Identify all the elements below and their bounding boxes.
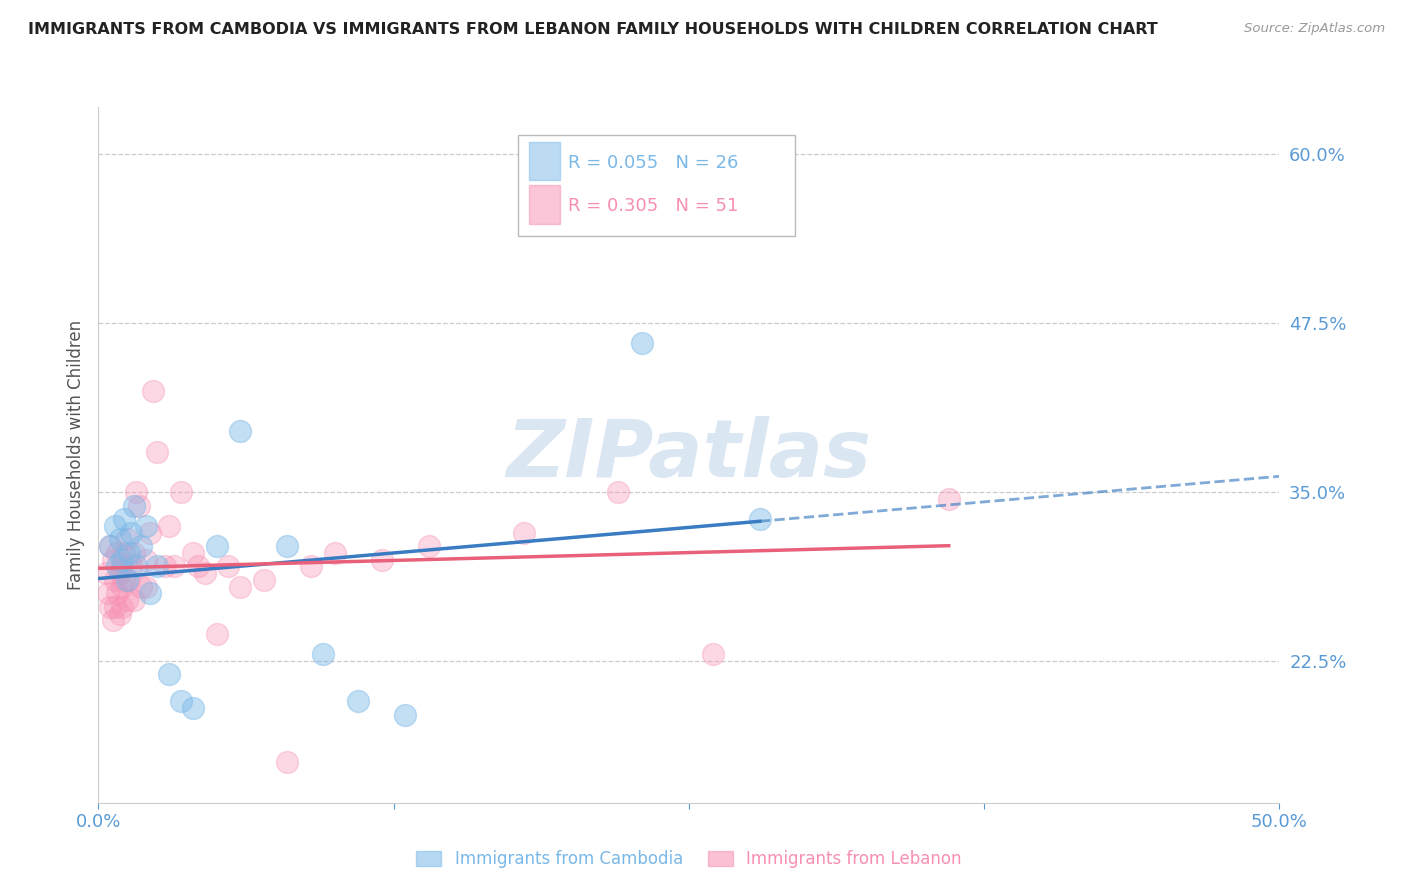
Point [125, 559, 148, 574]
Point [112, 573, 135, 587]
Point [276, 539, 298, 553]
Point [146, 444, 169, 458]
Point [112, 546, 135, 560]
Point [122, 593, 145, 607]
Point [181, 701, 204, 715]
Point [229, 580, 252, 594]
Point [105, 586, 128, 600]
Point [139, 586, 162, 600]
Point [121, 525, 143, 540]
Text: R = 0.305   N = 51: R = 0.305 N = 51 [568, 197, 738, 215]
Point [157, 667, 180, 681]
Point [111, 559, 134, 574]
Point [170, 485, 193, 500]
Point [108, 607, 131, 621]
Point [253, 573, 276, 587]
Point [111, 580, 134, 594]
Point [135, 519, 157, 533]
Point [187, 559, 209, 574]
Point [115, 533, 138, 547]
Point [128, 499, 150, 513]
Point [121, 559, 143, 574]
Point [347, 694, 370, 708]
Point [129, 580, 152, 594]
Point [135, 552, 157, 566]
Point [98, 599, 121, 614]
Text: R = 0.055   N = 26: R = 0.055 N = 26 [568, 154, 738, 172]
Point [229, 424, 252, 438]
Point [105, 546, 128, 560]
Point [748, 512, 770, 526]
Point [108, 533, 131, 547]
Point [139, 525, 162, 540]
Point [170, 694, 193, 708]
Point [163, 559, 186, 574]
Point [118, 573, 141, 587]
Point [104, 519, 127, 533]
Point [115, 573, 138, 587]
Point [108, 566, 131, 581]
Point [112, 512, 135, 526]
Point [125, 485, 148, 500]
Point [312, 647, 335, 661]
Point [122, 499, 145, 513]
Point [122, 546, 145, 560]
Point [181, 546, 204, 560]
Point [153, 559, 176, 574]
Point [607, 485, 630, 500]
Point [115, 593, 138, 607]
Point [111, 552, 134, 566]
Point [194, 566, 217, 581]
Point [135, 580, 157, 594]
Point [101, 552, 124, 566]
Point [371, 552, 394, 566]
Point [94, 566, 117, 581]
Point [98, 539, 121, 553]
Point [394, 708, 416, 723]
Text: Source: ZipAtlas.com: Source: ZipAtlas.com [1244, 22, 1385, 36]
Point [101, 614, 124, 628]
Point [205, 627, 228, 641]
Point [418, 539, 440, 553]
Point [938, 491, 960, 506]
Point [104, 599, 127, 614]
Point [276, 756, 298, 770]
Point [111, 599, 134, 614]
Point [512, 525, 534, 540]
Point [157, 519, 180, 533]
Point [142, 384, 165, 398]
Point [98, 539, 121, 553]
Point [105, 559, 128, 574]
Point [118, 546, 141, 560]
Point [97, 586, 120, 600]
Legend: Immigrants from Cambodia, Immigrants from Lebanon: Immigrants from Cambodia, Immigrants fro… [409, 843, 969, 874]
Point [630, 336, 652, 351]
Y-axis label: Family Households with Children: Family Households with Children [66, 320, 84, 590]
Text: IMMIGRANTS FROM CAMBODIA VS IMMIGRANTS FROM LEBANON FAMILY HOUSEHOLDS WITH CHILD: IMMIGRANTS FROM CAMBODIA VS IMMIGRANTS F… [28, 22, 1159, 37]
Point [299, 559, 322, 574]
Point [702, 647, 724, 661]
Point [217, 559, 239, 574]
Point [129, 539, 152, 553]
Point [323, 546, 346, 560]
Point [146, 559, 169, 574]
Point [104, 573, 127, 587]
Point [205, 539, 228, 553]
Text: ZIPatlas: ZIPatlas [506, 416, 872, 494]
